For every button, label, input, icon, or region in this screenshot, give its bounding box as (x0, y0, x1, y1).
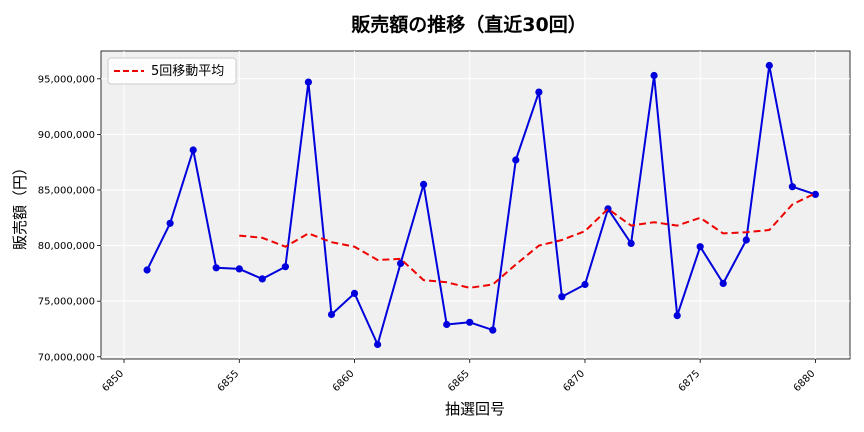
y-axis-title: 販売額（円） (11, 160, 29, 250)
sales-data-point (558, 293, 566, 301)
sales-data-point (512, 156, 520, 164)
sales-data-point (788, 183, 797, 191)
y-tick-label: 90,000,000 (38, 130, 95, 141)
x-tick-label: 6850 (100, 368, 126, 394)
x-tick-label: 6880 (792, 368, 818, 394)
sales-data-point (696, 243, 704, 251)
plot-area (100, 50, 851, 360)
y-tick-label: 70,000,000 (38, 352, 95, 363)
moving-average-line (239, 192, 816, 289)
sales-data-point (258, 275, 266, 283)
sales-data-point (327, 310, 336, 319)
x-tick-label: 6875 (677, 368, 703, 394)
y-tick-label: 85,000,000 (38, 185, 95, 196)
legend-label-moving-average: 5回移動平均 (151, 64, 224, 79)
x-axis-title: 抽選回号 (445, 400, 505, 418)
sales-data-point (650, 71, 658, 80)
sales-data-point (304, 78, 312, 86)
sales-data-point (765, 61, 773, 70)
sales-data-point (489, 326, 497, 334)
sales-data-point (374, 340, 382, 349)
legend-box (107, 57, 237, 85)
sales-data-point (189, 146, 197, 154)
sales-data-point (212, 264, 220, 272)
y-tick-label: 95,000,000 (38, 74, 95, 85)
sales-data-point (235, 265, 243, 273)
sales-data-point (397, 259, 405, 267)
sales-data-point (443, 320, 451, 329)
sales-data-point (811, 190, 820, 198)
chart-title: 販売額の推移（直近30回） (351, 13, 586, 36)
sales-data-point (627, 239, 635, 247)
series-group (143, 61, 820, 349)
x-tick-label: 6865 (446, 368, 472, 394)
sales-data-point (581, 280, 589, 289)
legend: 5回移動平均 (107, 57, 237, 85)
y-tick-label: 80,000,000 (38, 241, 95, 252)
sales-series-line (146, 64, 816, 346)
y-tick-label: 75,000,000 (38, 297, 95, 308)
x-tick-label: 6855 (216, 368, 242, 394)
x-tick-label: 6870 (561, 368, 587, 394)
sales-data-point (143, 266, 151, 274)
sales-data-point (350, 289, 359, 297)
sales-data-point (466, 318, 474, 326)
sales-data-point (719, 279, 727, 287)
sales-data-point (166, 219, 174, 227)
sales-data-point (535, 88, 543, 96)
sales-data-point (742, 236, 750, 244)
sales-data-point (281, 263, 289, 271)
sales-data-point (673, 312, 681, 320)
sales-data-point (420, 180, 428, 188)
x-tick-label: 6860 (331, 368, 357, 394)
